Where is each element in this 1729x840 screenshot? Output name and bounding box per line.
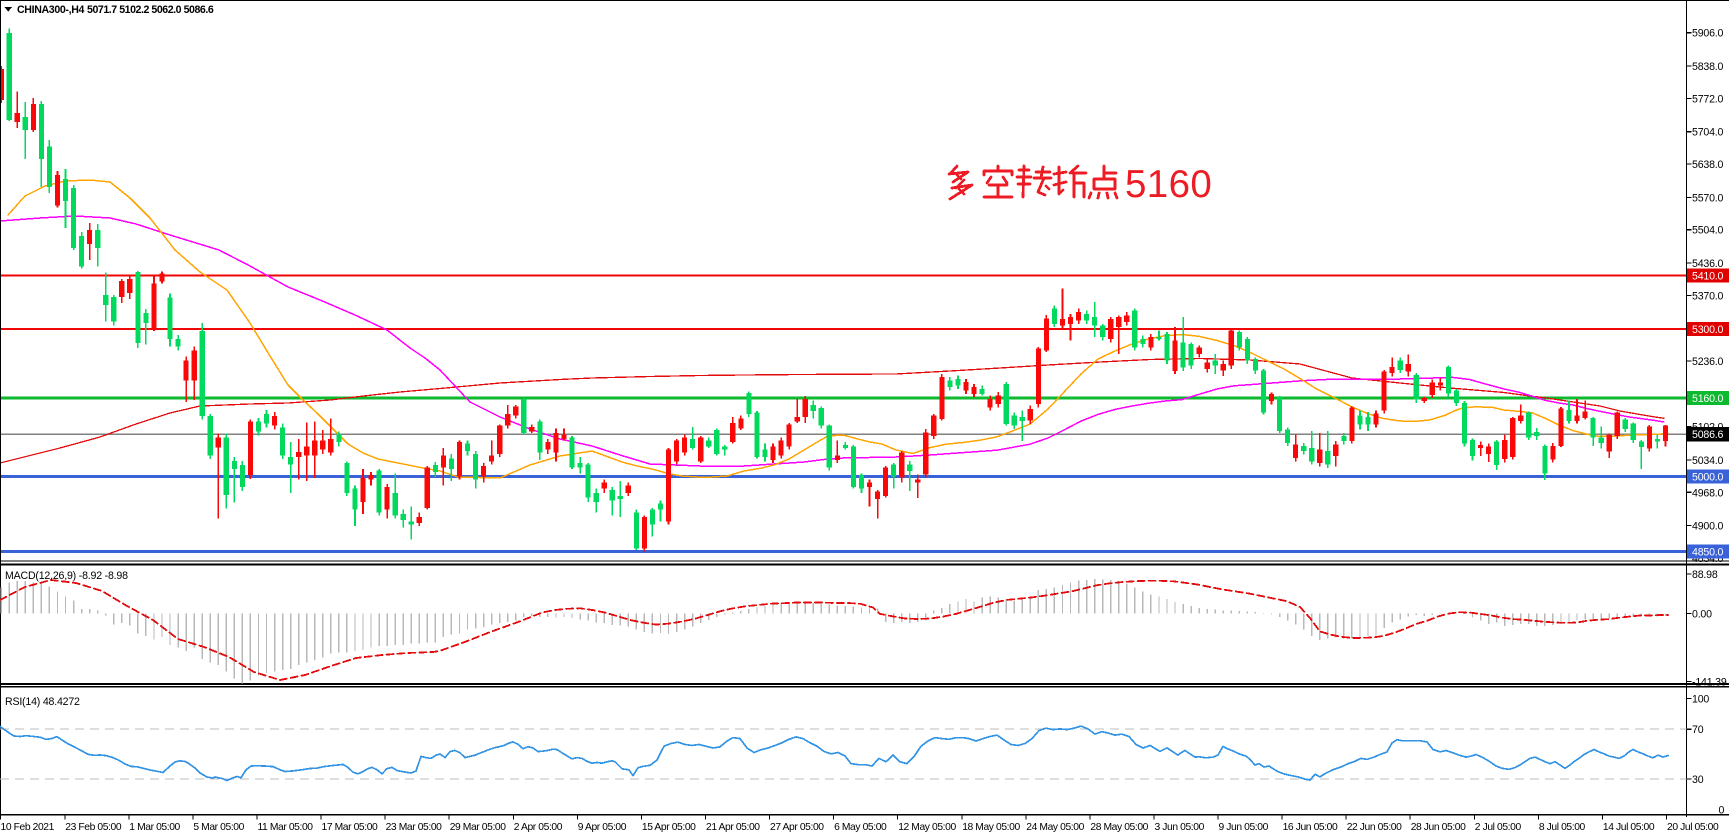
svg-text:4968.0: 4968.0 (1692, 487, 1724, 499)
svg-text:5071.7 5102.2 5062.0 5086.6: 5071.7 5102.2 5062.0 5086.6 (87, 4, 214, 16)
svg-text:5772.0: 5772.0 (1692, 93, 1724, 105)
svg-text:2 Apr 05:00: 2 Apr 05:00 (514, 822, 563, 833)
svg-text:30: 30 (1692, 774, 1704, 786)
svg-text:4900.0: 4900.0 (1692, 521, 1724, 533)
svg-text:CHINA300-,H4: CHINA300-,H4 (17, 4, 84, 16)
svg-text:MACD(12,26,9) -8.92 -8.98: MACD(12,26,9) -8.92 -8.98 (5, 570, 128, 582)
svg-text:9 Jun 05:00: 9 Jun 05:00 (1219, 822, 1269, 833)
svg-text:5034.0: 5034.0 (1692, 455, 1724, 467)
svg-text:0: 0 (1719, 805, 1725, 817)
svg-text:23 Feb 05:00: 23 Feb 05:00 (65, 822, 122, 833)
svg-text:4850.0: 4850.0 (1692, 547, 1724, 559)
svg-text:5160: 5160 (1125, 163, 1212, 206)
svg-text:5436.0: 5436.0 (1692, 258, 1724, 270)
svg-text:100: 100 (1692, 694, 1709, 706)
svg-text:6 May 05:00: 6 May 05:00 (834, 822, 887, 833)
svg-text:18 May 05:00: 18 May 05:00 (962, 822, 1020, 833)
svg-text:5 Mar 05:00: 5 Mar 05:00 (193, 822, 244, 833)
svg-text:5160.0: 5160.0 (1692, 393, 1724, 405)
svg-text:12 May 05:00: 12 May 05:00 (898, 822, 956, 833)
svg-text:88.98: 88.98 (1692, 569, 1718, 581)
svg-text:22 Jun 05:00: 22 Jun 05:00 (1347, 822, 1402, 833)
svg-text:70: 70 (1692, 724, 1704, 736)
svg-text:5086.6: 5086.6 (1692, 429, 1724, 441)
svg-text:29 Mar 05:00: 29 Mar 05:00 (450, 822, 507, 833)
svg-text:24 May 05:00: 24 May 05:00 (1026, 822, 1084, 833)
svg-text:RSI(14) 48.4272: RSI(14) 48.4272 (5, 696, 80, 708)
svg-text:21 Apr 05:00: 21 Apr 05:00 (706, 822, 760, 833)
svg-text:5704.0: 5704.0 (1692, 127, 1724, 139)
svg-text:5410.0: 5410.0 (1692, 271, 1724, 283)
svg-text:15 Apr 05:00: 15 Apr 05:00 (642, 822, 696, 833)
svg-text:5838.0: 5838.0 (1692, 61, 1724, 73)
svg-text:8 Jul 05:00: 8 Jul 05:00 (1539, 822, 1586, 833)
svg-text:5638.0: 5638.0 (1692, 159, 1724, 171)
svg-text:1 Mar 05:00: 1 Mar 05:00 (129, 822, 180, 833)
svg-text:2 Jul 05:00: 2 Jul 05:00 (1475, 822, 1522, 833)
svg-text:5370.0: 5370.0 (1692, 290, 1724, 302)
svg-text:5570.0: 5570.0 (1692, 192, 1724, 204)
svg-text:20 Jul 05:00: 20 Jul 05:00 (1667, 822, 1719, 833)
svg-text:28 Jun 05:00: 28 Jun 05:00 (1411, 822, 1466, 833)
svg-text:5906.0: 5906.0 (1692, 28, 1724, 40)
svg-text:17 Mar 05:00: 17 Mar 05:00 (322, 822, 379, 833)
svg-text:16 Jun 05:00: 16 Jun 05:00 (1283, 822, 1338, 833)
svg-text:27 Apr 05:00: 27 Apr 05:00 (770, 822, 824, 833)
svg-text:11 Mar 05:00: 11 Mar 05:00 (258, 822, 314, 833)
svg-text:9 Apr 05:00: 9 Apr 05:00 (578, 822, 627, 833)
svg-text:5504.0: 5504.0 (1692, 225, 1724, 237)
svg-text:28 May 05:00: 28 May 05:00 (1090, 822, 1148, 833)
svg-text:-141.39: -141.39 (1692, 677, 1727, 689)
svg-text:3 Jun 05:00: 3 Jun 05:00 (1155, 822, 1205, 833)
svg-text:0.00: 0.00 (1692, 609, 1712, 621)
svg-text:5236.0: 5236.0 (1692, 356, 1724, 368)
svg-text:5300.0: 5300.0 (1692, 324, 1724, 336)
svg-text:23 Mar 05:00: 23 Mar 05:00 (386, 822, 443, 833)
svg-text:14 Jul 05:00: 14 Jul 05:00 (1603, 822, 1655, 833)
svg-text:10 Feb 2021: 10 Feb 2021 (1, 822, 55, 833)
svg-text:5000.0: 5000.0 (1692, 472, 1724, 484)
